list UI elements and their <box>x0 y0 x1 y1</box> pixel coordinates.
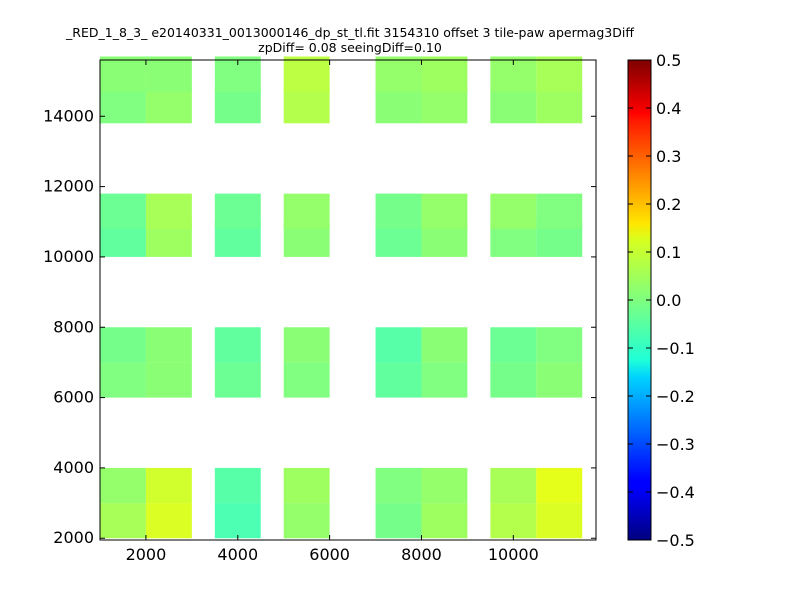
heatmap-cell <box>100 467 146 504</box>
heatmap-cell <box>283 362 330 398</box>
colorbar-tick-label: 0.2 <box>656 195 681 214</box>
y-tick-label: 10000 <box>43 247 94 266</box>
heatmap-cell <box>214 327 261 363</box>
colorbar-tick-label: 0.4 <box>656 99 681 118</box>
heatmap-cell <box>490 362 537 398</box>
heatmap-cell <box>421 362 468 398</box>
heatmap-cell <box>100 327 146 363</box>
heatmap-cell <box>283 193 330 229</box>
heatmap-cell <box>375 193 422 229</box>
heatmap-cell <box>283 88 330 124</box>
heatmap-cell <box>536 503 583 539</box>
colorbar-tick-label: 0.0 <box>656 291 681 310</box>
heatmap-cell <box>536 362 583 398</box>
heatmap-cell <box>214 88 261 124</box>
heatmap-cell <box>145 88 192 124</box>
heatmap-cell <box>100 193 146 229</box>
heatmap-cell <box>145 327 192 363</box>
colorbar-tick-label: 0.3 <box>656 147 681 166</box>
plot-frame <box>99 59 597 541</box>
heatmap-cell <box>375 327 422 363</box>
heatmap-cell <box>100 56 146 92</box>
heatmap-cell <box>375 56 422 92</box>
colorbar-tick-label: −0.5 <box>656 531 695 550</box>
heatmap-cell <box>421 193 468 229</box>
heatmap-cell <box>421 88 468 124</box>
chart-subtitle: zpDiff= 0.08 seeingDiff=0.10 <box>258 40 442 55</box>
heatmap-cell <box>214 193 261 229</box>
heatmap-cell <box>421 56 468 92</box>
x-tick-label: 2000 <box>126 545 167 564</box>
chart-title: _RED_1_8_3_ e20140331_0013000146_dp_st_t… <box>66 25 634 40</box>
heatmap-cell <box>214 467 261 504</box>
x-tick-label: 8000 <box>401 545 442 564</box>
heatmap-cell <box>145 467 192 504</box>
y-tick-label: 8000 <box>53 317 94 336</box>
heatmap-cell <box>421 467 468 504</box>
heatmap-cell <box>490 88 537 124</box>
heatmap-cell <box>375 503 422 539</box>
x-tick-label: 6000 <box>309 545 350 564</box>
heatmap-cell <box>536 467 583 504</box>
heatmap-cell <box>421 503 468 539</box>
colorbar-tick-label: −0.2 <box>656 387 695 406</box>
heatmap-cell <box>100 88 146 124</box>
colorbar-tick-label: 0.5 <box>656 51 681 70</box>
heatmap-cell <box>536 327 583 363</box>
heatmap-cell <box>283 56 330 92</box>
y-tick-label: 2000 <box>53 528 94 547</box>
heatmap-cell <box>145 56 192 92</box>
y-tick-label: 4000 <box>53 458 94 477</box>
heatmap-cell <box>100 362 146 398</box>
colorbar-ticks: 0.5 0.4 0.3 0.2 0.1 0.0 −0.1 −0.2 −0.3 −0.4 −0.5 <box>628 51 695 550</box>
heatmap-cell <box>490 467 537 504</box>
y-tick-label: 12000 <box>43 177 94 196</box>
heatmap-cell <box>490 327 537 363</box>
heatmap-cell <box>375 467 422 504</box>
heatmap-cell <box>536 56 583 92</box>
x-tick-label: 4000 <box>217 545 258 564</box>
heatmap-cell <box>145 503 192 539</box>
heatmap-cell <box>283 503 330 539</box>
heatmap-cell <box>536 193 583 229</box>
heatmap-cell <box>490 193 537 229</box>
heatmap-cell <box>145 362 192 398</box>
colorbar-tick-label: −0.3 <box>656 435 695 454</box>
y-tick-label: 14000 <box>43 106 94 125</box>
colorbar-tick-label: −0.1 <box>656 339 695 358</box>
heatmap-cell <box>536 88 583 124</box>
heatmap-cells <box>100 56 583 539</box>
heatmap-cell <box>375 362 422 398</box>
heatmap-cell <box>421 327 468 363</box>
heatmap-cell <box>375 88 422 124</box>
y-tick-label: 6000 <box>53 388 94 407</box>
heatmap-cell <box>100 503 146 539</box>
colorbar-tick-label: −0.4 <box>656 483 695 502</box>
x-tick-label: 10000 <box>488 545 539 564</box>
heatmap-cell <box>214 503 261 539</box>
axes: 2000 4000 6000 8000 10000 2000 4000 6000 8000 100… <box>43 60 596 564</box>
heatmap-cell <box>214 362 261 398</box>
heatmap-cell <box>145 193 192 229</box>
heatmap-cell <box>283 467 330 504</box>
heatmap-cell <box>283 327 330 363</box>
heatmap-cell <box>490 503 537 539</box>
colorbar-tick-label: 0.1 <box>656 243 681 262</box>
